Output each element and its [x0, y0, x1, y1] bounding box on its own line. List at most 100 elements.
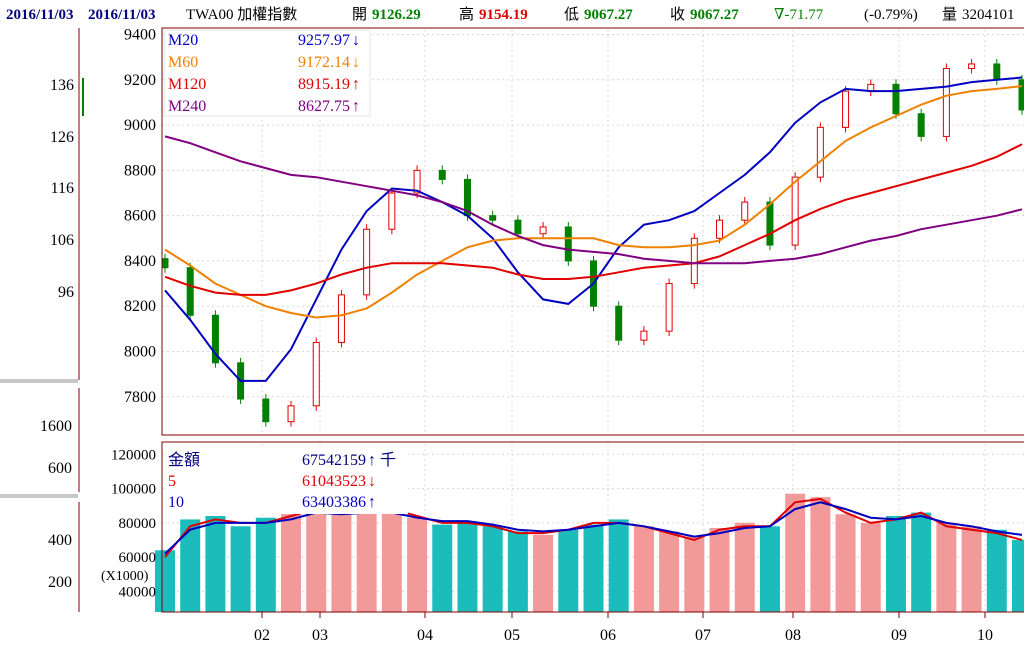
- x-axis-label: 05: [504, 627, 520, 644]
- header-open-value: 9126.29: [372, 7, 421, 23]
- volume-bar: [482, 526, 503, 612]
- volume-bar: [911, 512, 932, 612]
- volume-legend-value: 67542159: [302, 452, 366, 469]
- volume-bar: [785, 493, 806, 612]
- legend-label: M240: [168, 98, 206, 115]
- left-aux-panel: 136 126 116 106 96 1600 600 400 200: [0, 28, 84, 612]
- candle-body: [892, 83, 900, 115]
- x-axis-label: 10: [977, 627, 993, 644]
- candle-body: [514, 219, 522, 235]
- header-low-value: 9067.27: [584, 7, 633, 23]
- volume-bar: [507, 531, 528, 612]
- candle-body: [564, 226, 572, 262]
- candle-body: [388, 192, 396, 230]
- volume-legend-value: 63403386: [302, 494, 366, 511]
- volume-bar: [709, 528, 730, 612]
- candle-body: [337, 294, 345, 343]
- price-y-tick: 8600: [124, 208, 156, 225]
- volume-y-tick: 40000: [119, 584, 157, 600]
- volume-y-tick: 120000: [111, 447, 156, 463]
- volume-bar: [255, 517, 276, 612]
- volume-y-tick: 80000: [119, 516, 157, 532]
- x-axis-label: 02: [254, 627, 270, 644]
- candle-body: [993, 63, 1001, 81]
- volume-bar: [407, 517, 428, 612]
- x-axis-label: 06: [600, 627, 616, 644]
- x-axis-label: 09: [891, 627, 907, 644]
- left-upper-tick: 96: [58, 284, 74, 301]
- volume-legend-label: 金額: [168, 451, 200, 469]
- volume-legend-label: 10: [168, 494, 184, 511]
- ma-line-m120: [164, 143, 1023, 296]
- volume-ma-10: [164, 501, 1023, 555]
- x-axis-label: 04: [417, 627, 433, 644]
- legend-label: M120: [168, 76, 206, 93]
- ma-line-m60: [164, 85, 1023, 319]
- candle-body: [438, 169, 446, 180]
- candle-body: [917, 113, 925, 137]
- price-legend: M20 9257.97 ↓ M60 9172.14 ↓ M120 8915.19 ↑ M240 86…: [163, 29, 371, 117]
- volume-bar: [533, 534, 554, 612]
- left-upper-tick: 136: [50, 77, 74, 94]
- candle-body: [615, 305, 623, 341]
- volume-bar: [633, 526, 654, 612]
- price-y-tick: 8400: [124, 253, 156, 270]
- left-panel-divider-1: [0, 379, 78, 383]
- candle-body: [539, 226, 547, 235]
- volume-bar: [230, 526, 251, 612]
- candle-body: [312, 341, 320, 407]
- volume-bar: [306, 509, 327, 612]
- candle-body: [716, 219, 724, 239]
- x-axis-label: 07: [695, 627, 711, 644]
- price-y-tick: 8000: [124, 343, 156, 360]
- price-y-tick: 7800: [124, 389, 156, 406]
- price-plot-frame: [161, 27, 1024, 436]
- volume-bar: [432, 524, 453, 612]
- left-lower-tick: 400: [48, 532, 72, 549]
- volume-bar: [381, 505, 402, 612]
- legend-value: 8627.75: [298, 98, 350, 115]
- legend-arrow: ↑: [352, 76, 360, 93]
- left-upper-tick: 126: [50, 129, 74, 146]
- candle-body: [1018, 79, 1024, 111]
- volume-bar: [331, 512, 352, 612]
- volume-legend-label: 5: [168, 473, 176, 490]
- header-close-label: 收: [670, 6, 685, 23]
- candle-body: [413, 169, 421, 194]
- candle-body: [968, 63, 976, 69]
- volume-bar: [860, 522, 881, 612]
- volume-bar: [684, 536, 705, 612]
- candle-body: [791, 176, 799, 246]
- volume-bar: [457, 522, 478, 612]
- volume-bar: [734, 522, 755, 612]
- legend-arrow: ↓: [352, 32, 360, 49]
- candle-body: [942, 67, 950, 137]
- volume-bar: [180, 519, 201, 612]
- header-date-2: 2016/11/03: [88, 7, 156, 23]
- left-panel-divider-2: [0, 494, 78, 498]
- volume-legend-arrow: ↓: [368, 473, 376, 490]
- price-y-tick: 9400: [124, 27, 156, 44]
- legend-arrow: ↓: [352, 54, 360, 71]
- volume-bar: [558, 529, 579, 612]
- price-panel: 7800 8000 8200 8400 8600 8800 9000 9200 9400 M20…: [124, 27, 1024, 436]
- legend-value: 8915.19: [298, 76, 350, 93]
- volume-bar: [936, 522, 957, 612]
- legend-value: 9257.97: [298, 32, 350, 49]
- price-y-tick: 9200: [124, 72, 156, 89]
- candle-body: [766, 201, 774, 246]
- left-middle-tick: 1600: [40, 418, 72, 435]
- header-open-label: 開: [352, 7, 367, 23]
- header-high-value: 9154.19: [479, 7, 528, 23]
- volume-unit-label: (X1000): [101, 569, 149, 584]
- header-volume-label: 量: [942, 7, 957, 23]
- price-y-tick: 8800: [124, 162, 156, 179]
- header-change-pct: (-0.79%): [864, 7, 918, 23]
- header-change: ∇-71.77: [774, 7, 824, 23]
- volume-bar: [759, 526, 780, 612]
- price-y-tick: 8200: [124, 298, 156, 315]
- header-volume-value: 3204101: [962, 7, 1015, 23]
- ma-line-m240: [164, 135, 1023, 265]
- candle-body: [287, 405, 295, 423]
